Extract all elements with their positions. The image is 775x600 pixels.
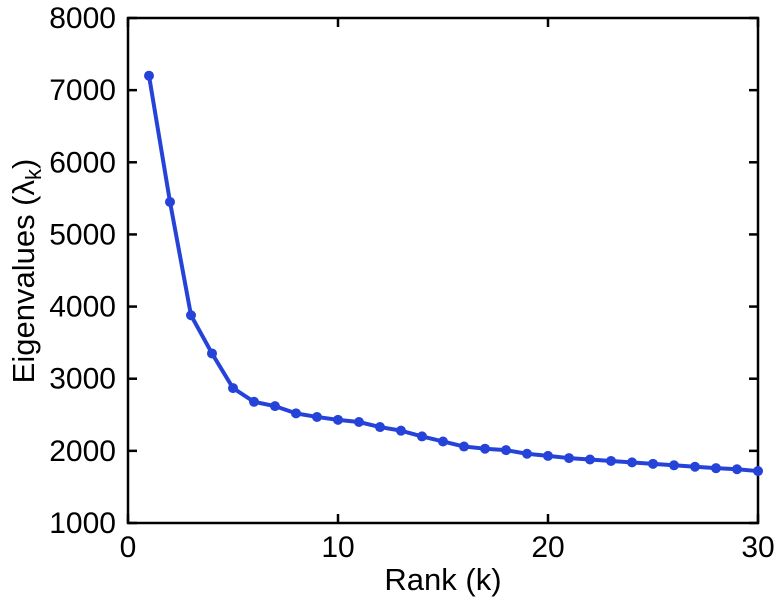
data-point — [543, 450, 553, 461]
x-tick-label: 20 — [531, 531, 564, 564]
data-line — [147, 73, 760, 474]
x-axis-label: Rank (k) — [384, 562, 501, 597]
data-point — [270, 401, 280, 412]
data-point — [522, 448, 532, 459]
data-point — [585, 454, 595, 465]
data-point — [228, 383, 238, 394]
y-tick-label: 4000 — [49, 291, 116, 324]
data-point — [312, 411, 322, 422]
y-axis-label-sub: k — [21, 168, 46, 180]
data-point — [165, 196, 175, 207]
data-point — [249, 396, 259, 407]
y-axis-label-pre: Eigenvalues (λ — [6, 180, 41, 384]
data-point — [186, 310, 196, 321]
data-point — [291, 408, 301, 419]
series-layer — [144, 70, 763, 477]
y-tick-label: 1000 — [49, 507, 116, 540]
data-point — [438, 436, 448, 447]
data-point — [564, 453, 574, 464]
data-point — [690, 461, 700, 472]
data-point — [207, 348, 217, 359]
data-point — [753, 466, 763, 477]
y-tick-label: 2000 — [49, 435, 116, 468]
data-point — [501, 445, 511, 456]
data-point — [732, 464, 742, 475]
data-point — [606, 455, 616, 466]
x-tick-label: 30 — [741, 531, 774, 564]
data-point — [711, 463, 721, 474]
y-tick-label: 7000 — [49, 74, 116, 107]
data-point — [627, 457, 637, 468]
data-point — [669, 460, 679, 471]
data-point — [417, 431, 427, 442]
y-tick-label: 3000 — [49, 363, 116, 396]
ticks-layer: 0 10 20 30 1000 2000 3000 4000 5000 6000 7000 8000 — [49, 2, 774, 564]
y-axis-label: Eigenvalues (λk) — [6, 159, 46, 384]
x-tick-label: 10 — [321, 531, 354, 564]
y-axis-label-post: ) — [6, 159, 41, 169]
plot-box — [126, 16, 760, 525]
data-point — [333, 414, 343, 425]
y-tick-label: 8000 — [49, 2, 116, 35]
y-tick-label: 6000 — [49, 146, 116, 179]
x-tick-label: 0 — [120, 531, 137, 564]
data-point — [480, 443, 490, 454]
data-point — [144, 70, 154, 81]
y-tick-label: 5000 — [49, 218, 116, 251]
data-point — [648, 458, 658, 469]
data-point — [396, 425, 406, 436]
data-point — [354, 417, 364, 427]
data-point — [375, 422, 385, 433]
data-point — [459, 441, 469, 452]
